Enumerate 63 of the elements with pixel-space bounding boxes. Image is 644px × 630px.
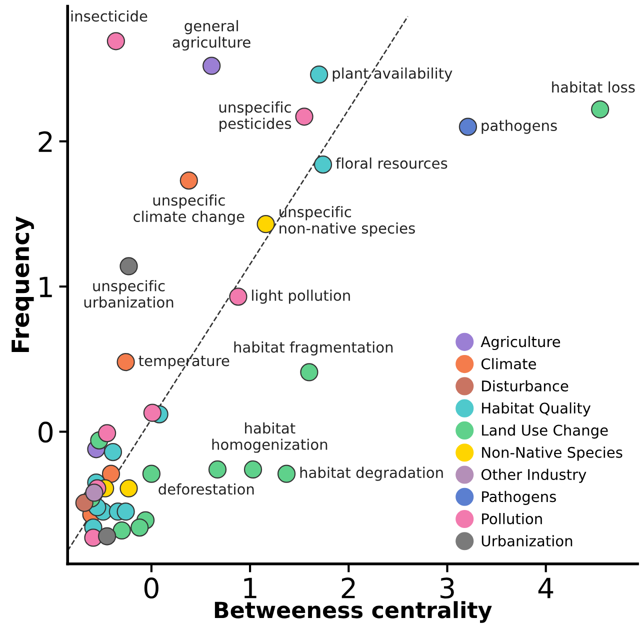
point bbox=[229, 288, 248, 306]
legend-label: Pollution bbox=[482, 513, 542, 524]
annotation: unspecific pesticides bbox=[219, 101, 292, 132]
legend-label: Habitat Quality bbox=[482, 402, 591, 416]
annotation: unspecific climate change bbox=[134, 194, 244, 225]
point bbox=[116, 352, 135, 372]
point bbox=[112, 521, 131, 540]
annotation: habitat degradation bbox=[300, 466, 443, 481]
point bbox=[98, 527, 116, 546]
point bbox=[104, 442, 122, 462]
point bbox=[295, 108, 314, 126]
x-tick-label: 0 bbox=[144, 578, 158, 599]
legend-label: Disturbance bbox=[482, 380, 568, 392]
point bbox=[98, 424, 116, 442]
point bbox=[277, 464, 296, 483]
legend-label: Other Industry bbox=[481, 468, 586, 483]
annotation: plant availability bbox=[332, 67, 452, 82]
point bbox=[85, 484, 104, 502]
x-tick-label: 2 bbox=[342, 578, 355, 598]
y-tick-label: 0 bbox=[38, 422, 53, 443]
annotation: unspecific urbanization bbox=[84, 280, 174, 308]
annotation: deforestation bbox=[158, 483, 254, 495]
annotation: general agriculture bbox=[172, 20, 250, 51]
point bbox=[143, 404, 162, 422]
annotation: habitat loss bbox=[552, 81, 635, 93]
y-tick-label: 2 bbox=[38, 131, 52, 152]
legend-label: Land Use Change bbox=[482, 424, 608, 439]
point bbox=[116, 502, 135, 521]
annotation: habitat fragmentation bbox=[234, 341, 393, 356]
x-tick-label: 3 bbox=[440, 578, 454, 599]
point bbox=[314, 156, 332, 174]
legend-label: Agriculture bbox=[480, 336, 560, 350]
annotation: pathogens bbox=[482, 120, 557, 134]
point bbox=[102, 464, 120, 483]
point bbox=[310, 65, 328, 84]
point bbox=[208, 460, 227, 479]
annotation: light pollution bbox=[252, 290, 350, 304]
annotation: insecticide bbox=[71, 10, 148, 22]
legend-label: Climate bbox=[481, 358, 536, 370]
point bbox=[202, 56, 221, 75]
point bbox=[120, 479, 138, 498]
annotation: unspecific non-native species bbox=[280, 206, 415, 237]
point bbox=[180, 171, 198, 190]
x-tick-label: 4 bbox=[538, 578, 554, 598]
point bbox=[591, 100, 610, 118]
legend-label: Non-Native Species bbox=[482, 446, 622, 461]
annotation: habitat homogenization bbox=[212, 422, 328, 453]
y-axis-title: Frequency bbox=[12, 216, 34, 352]
point bbox=[244, 460, 262, 479]
point bbox=[458, 118, 478, 136]
point bbox=[120, 257, 138, 276]
annotation: temperature bbox=[138, 356, 230, 370]
x-tick-label: 1 bbox=[244, 578, 256, 598]
point bbox=[256, 215, 275, 234]
point bbox=[142, 464, 160, 483]
point bbox=[130, 518, 149, 537]
annotation: floral resources bbox=[336, 158, 448, 169]
point bbox=[106, 32, 125, 50]
y-tick-label: 1 bbox=[40, 276, 52, 298]
legend-label: Urbanization bbox=[482, 535, 572, 546]
x-axis-title: Betweeness centrality bbox=[214, 601, 492, 623]
point bbox=[300, 363, 318, 382]
legend-label: Pathogens bbox=[482, 490, 556, 505]
